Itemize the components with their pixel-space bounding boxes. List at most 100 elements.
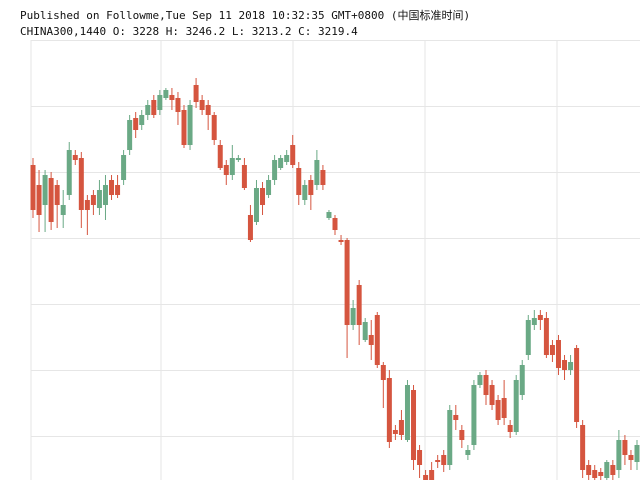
candle-body bbox=[211, 115, 217, 140]
candle-body bbox=[392, 430, 398, 434]
candle-body bbox=[483, 375, 489, 395]
candle-body bbox=[163, 90, 169, 98]
candle-body bbox=[549, 345, 555, 355]
candle-body bbox=[398, 420, 404, 435]
candle-body bbox=[42, 175, 48, 205]
candle-body bbox=[260, 188, 266, 205]
candle-body bbox=[169, 95, 175, 100]
candle-body bbox=[495, 400, 501, 420]
candle-body bbox=[72, 155, 78, 160]
candle-body bbox=[290, 145, 296, 165]
candle-body bbox=[66, 150, 72, 195]
candle-body bbox=[109, 180, 115, 195]
candle-body bbox=[175, 98, 181, 112]
candle-body bbox=[96, 190, 102, 208]
candle-body bbox=[477, 375, 483, 385]
candle-body bbox=[580, 425, 586, 470]
candle-body bbox=[235, 158, 241, 160]
candle-body bbox=[417, 450, 423, 465]
candle-body bbox=[616, 440, 622, 470]
candle-body bbox=[90, 195, 96, 205]
candle-body bbox=[121, 155, 127, 180]
candle-body bbox=[362, 322, 368, 340]
candle-body bbox=[604, 462, 610, 478]
candle-body bbox=[314, 160, 320, 185]
candle-body bbox=[223, 165, 229, 175]
candle-body bbox=[157, 95, 163, 110]
candle-body bbox=[471, 385, 477, 445]
candle-body bbox=[102, 185, 108, 205]
candle-body bbox=[296, 168, 302, 195]
candle-body bbox=[272, 160, 278, 180]
candle-body bbox=[386, 378, 392, 442]
candle-body bbox=[411, 390, 417, 460]
candle-body bbox=[278, 158, 284, 168]
candle-body bbox=[441, 455, 447, 465]
candle-body bbox=[266, 180, 272, 195]
candle-body bbox=[574, 348, 580, 422]
candle-body bbox=[568, 362, 574, 370]
candle-body bbox=[205, 105, 211, 115]
candle-body bbox=[84, 200, 90, 210]
candle-body bbox=[519, 365, 525, 395]
candle-body bbox=[555, 340, 561, 368]
candle-body bbox=[302, 185, 308, 200]
candle-body bbox=[598, 472, 604, 476]
candle-body bbox=[368, 335, 374, 345]
candle-body bbox=[48, 178, 54, 222]
candle-body bbox=[344, 240, 350, 325]
candle-body bbox=[199, 100, 205, 110]
candle-body bbox=[308, 180, 314, 195]
candle-body bbox=[380, 365, 386, 380]
candle-body bbox=[253, 188, 259, 222]
candle-body bbox=[628, 455, 634, 460]
candle-body bbox=[115, 185, 121, 195]
candle-body bbox=[592, 470, 598, 478]
candle-body bbox=[610, 465, 616, 475]
candle-body bbox=[404, 385, 410, 440]
candle-body bbox=[139, 115, 145, 125]
candle-body bbox=[350, 308, 356, 325]
candle-body bbox=[525, 320, 531, 355]
candle-body bbox=[284, 155, 290, 162]
candle-body bbox=[622, 440, 628, 455]
chart-subtitle: CHINA300,1440 O: 3228 H: 3246.2 L: 3213.… bbox=[20, 25, 358, 38]
vertical-grid bbox=[30, 40, 558, 480]
candle-body bbox=[332, 218, 338, 230]
candle-body bbox=[453, 415, 459, 420]
candle-body bbox=[459, 430, 465, 440]
candle-body bbox=[54, 185, 60, 205]
candle-body bbox=[447, 410, 453, 465]
candle-body bbox=[247, 215, 253, 240]
candle-body bbox=[145, 105, 151, 115]
candle-body bbox=[537, 315, 543, 320]
candle-body bbox=[562, 360, 568, 370]
candle-body bbox=[543, 318, 549, 355]
candle-body bbox=[241, 165, 247, 188]
candle-body bbox=[193, 85, 199, 102]
candle-body bbox=[356, 285, 362, 325]
candle-body bbox=[465, 450, 471, 455]
chart-title: Published on Followme,Tue Sep 11 2018 10… bbox=[20, 8, 470, 22]
candle-body bbox=[634, 445, 640, 462]
candle-body bbox=[36, 185, 42, 215]
candle-body bbox=[338, 240, 344, 242]
candle-body bbox=[531, 318, 537, 325]
candle-body bbox=[217, 145, 223, 168]
candle-body bbox=[151, 100, 157, 115]
candle-body bbox=[187, 105, 193, 145]
candle-body bbox=[320, 170, 326, 185]
candle-body bbox=[435, 460, 441, 462]
candle-body bbox=[429, 470, 435, 480]
candle-body bbox=[501, 398, 507, 418]
candle-body bbox=[127, 120, 133, 150]
candle-body bbox=[60, 205, 66, 215]
candle-body bbox=[133, 118, 139, 130]
candle-body bbox=[229, 158, 235, 175]
candle-body bbox=[423, 475, 429, 480]
candle-body bbox=[326, 212, 332, 218]
candle-body bbox=[78, 158, 84, 210]
candle-body bbox=[586, 465, 592, 475]
candle-body bbox=[374, 315, 380, 365]
